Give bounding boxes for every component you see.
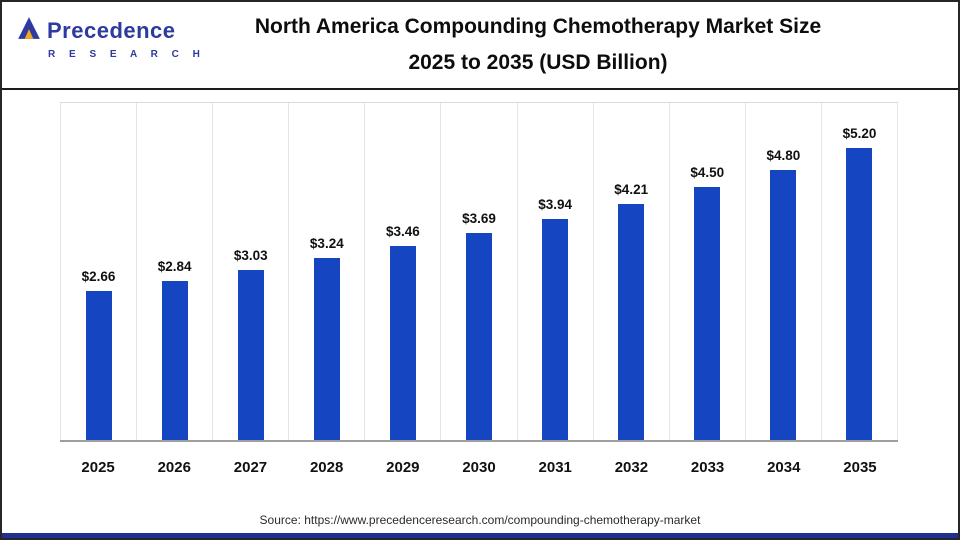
- bar-column: $3.69: [441, 103, 518, 440]
- x-axis-label: 2034: [767, 459, 801, 476]
- x-axis-label: 2028: [309, 459, 344, 476]
- x-axis-label: 2032: [614, 459, 649, 476]
- bar-value-label: $4.80: [766, 148, 801, 164]
- bar-value-label: $3.46: [386, 223, 420, 239]
- bar-column: $2.66: [60, 103, 138, 440]
- bar-column: $4.50: [670, 103, 746, 440]
- bar-value-label: $2.84: [157, 258, 192, 274]
- x-axis-label: 2025: [81, 459, 115, 476]
- bar-value-label: $4.50: [690, 165, 725, 181]
- precedence-logo: Precedence R E S E A R C H: [16, 15, 205, 60]
- x-axis-label: 2030: [462, 459, 496, 476]
- bar: [466, 232, 493, 440]
- bar-value-label: $2.66: [81, 268, 116, 284]
- bar-column: $4.21: [594, 103, 670, 440]
- bar: [770, 170, 797, 440]
- page-title-line1: North America Compounding Chemotherapy M…: [254, 15, 822, 39]
- logo-name-text: Precedence: [47, 17, 176, 43]
- x-axis: 2025 2026 2027 2028 2029 2030 2031 2032 2033 2034…: [60, 444, 898, 476]
- bar-column: $3.03: [213, 103, 290, 440]
- bar-column: $3.46: [365, 103, 442, 440]
- bar: [237, 269, 264, 440]
- bar-value-label: $3.24: [309, 236, 344, 252]
- bar-column: $5.20: [822, 103, 899, 440]
- x-axis-label: 2027: [233, 459, 268, 476]
- logo-subtitle-text: R E S E A R C H: [48, 49, 206, 60]
- bar: [846, 147, 873, 440]
- x-axis-label: 2035: [843, 459, 877, 476]
- bar: [85, 290, 112, 440]
- bar-column: $2.84: [137, 103, 214, 440]
- x-axis-label: 2026: [157, 459, 191, 476]
- plot-area: $2.66 $2.84 $3.03 $3.24 $3.46 $3.69 $3.94 $4.21…: [60, 102, 899, 442]
- bar: [313, 258, 340, 440]
- bar: [618, 203, 645, 440]
- bar-value-label: $3.03: [233, 247, 268, 263]
- logo-top-row: Precedence: [16, 15, 205, 46]
- bottom-accent-bar: [2, 533, 958, 538]
- bar-value-label: $4.21: [614, 181, 649, 197]
- page-title-line2: 2025 to 2035 (USD Billion): [408, 51, 668, 74]
- page-title: North America Compounding Chemotherapy M…: [2, 9, 958, 80]
- precedence-logo-icon: [16, 15, 42, 46]
- bar-column: $4.80: [746, 103, 822, 440]
- bar-column: $3.94: [518, 103, 594, 440]
- x-axis-label: 2031: [538, 459, 572, 476]
- x-axis-label: 2033: [690, 459, 725, 476]
- header: Precedence R E S E A R C H North America…: [2, 2, 958, 90]
- bar-value-label: $3.94: [538, 196, 572, 212]
- bar: [389, 245, 416, 440]
- source-text: Source: https://www.precedenceresearch.c…: [259, 513, 701, 527]
- bar: [694, 187, 721, 440]
- x-axis-label: 2029: [386, 459, 420, 476]
- bar-value-label: $3.69: [462, 210, 496, 226]
- bar: [542, 218, 569, 440]
- bar-value-label: $5.20: [842, 125, 877, 141]
- bar: [161, 280, 188, 440]
- bar-column: $3.24: [289, 103, 366, 440]
